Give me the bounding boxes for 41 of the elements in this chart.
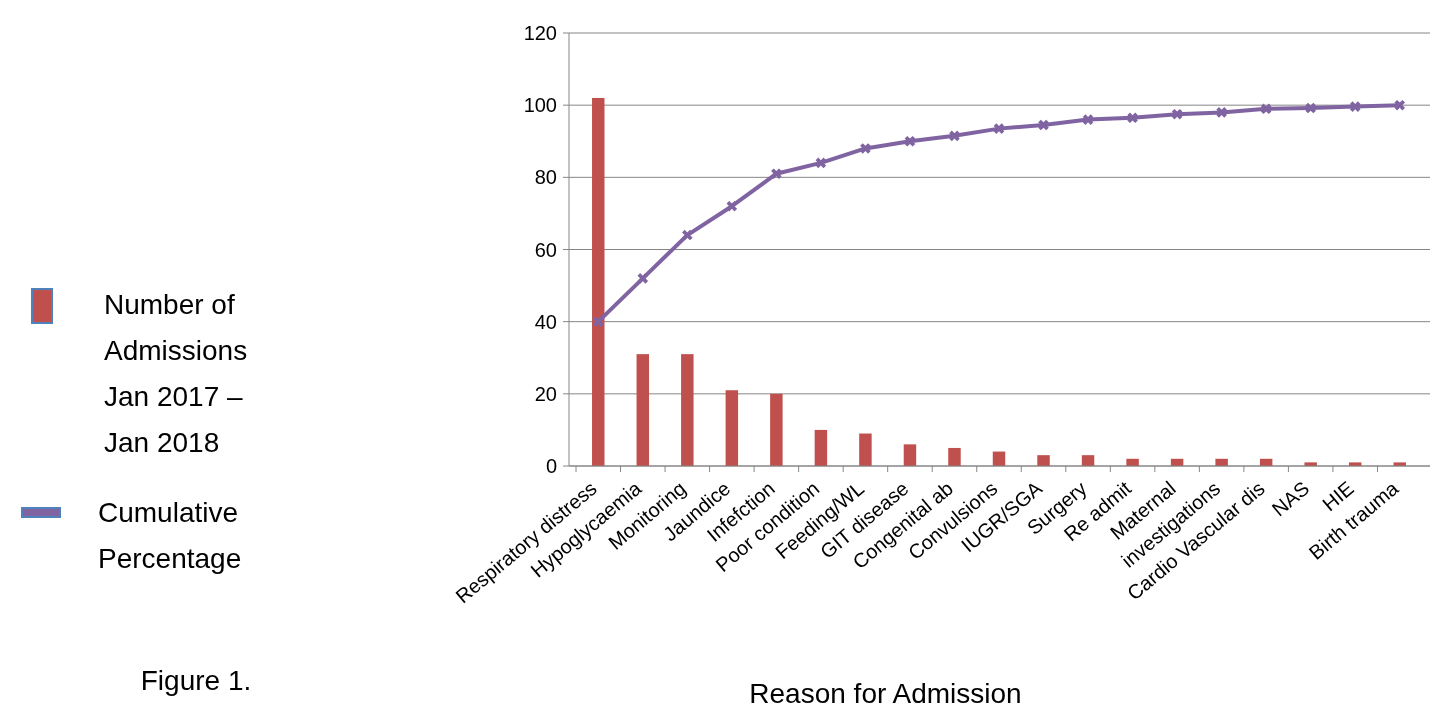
point	[682, 229, 693, 241]
bar	[1037, 455, 1050, 466]
y-tick-label: 100	[523, 94, 557, 117]
point	[1349, 101, 1361, 112]
y-tick-label: 60	[534, 238, 557, 261]
point	[1082, 114, 1094, 125]
point	[1171, 108, 1183, 120]
bar	[725, 390, 739, 466]
legend-label: Number of Admissions Jan 2017 – Jan 2018	[104, 289, 248, 458]
y-tick-label: 120	[523, 22, 557, 44]
caption: Figure 1.	[140, 665, 252, 696]
point	[592, 316, 604, 327]
point	[1216, 107, 1227, 118]
point	[993, 123, 1005, 134]
point	[1305, 102, 1316, 114]
y-tick-label: 40	[534, 310, 557, 333]
point	[1127, 112, 1138, 124]
point	[1038, 119, 1049, 131]
point	[771, 168, 782, 180]
x-tick-label: NAS	[1267, 476, 1314, 521]
y-tick-label: 0	[545, 455, 557, 477]
bar	[948, 447, 961, 466]
bar	[859, 433, 872, 466]
point	[904, 135, 916, 147]
x-axis-title: Reason for Admission	[749, 678, 1022, 709]
point	[726, 200, 738, 212]
bar	[814, 429, 828, 466]
point	[815, 157, 827, 169]
bar	[592, 97, 605, 466]
legend-label: Cumulative Percentage	[98, 497, 242, 574]
point	[1260, 103, 1272, 115]
bar	[681, 354, 694, 466]
bar	[903, 444, 917, 466]
bar	[636, 354, 650, 466]
point	[949, 130, 960, 142]
y-tick-label: 20	[534, 382, 557, 405]
bar	[770, 393, 783, 466]
point	[860, 143, 871, 154]
y-tick-label: 80	[534, 166, 557, 189]
point	[1394, 99, 1406, 111]
point	[637, 273, 649, 284]
